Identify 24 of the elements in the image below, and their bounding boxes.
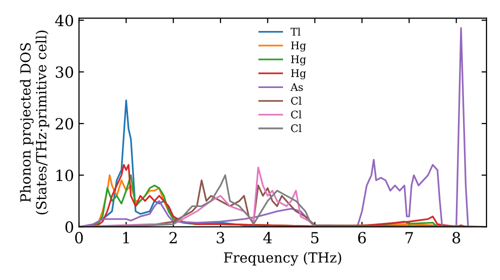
legend-label: Hg [291, 69, 306, 80]
legend-label: Hg [291, 42, 306, 52]
x-tick-label: 5 [311, 232, 319, 244]
x-tick-label: 3 [216, 232, 224, 244]
legend-label: Tl [290, 28, 300, 36]
y-tick-label: 30 [56, 66, 74, 78]
x-tick-label: 2 [170, 232, 177, 244]
y-tick-label: 10 [56, 170, 74, 182]
x-tick-label: 8 [452, 232, 460, 244]
x-tick-label: 0 [75, 232, 83, 244]
legend-label: Cl [291, 124, 302, 132]
x-tick-label: 1 [123, 232, 129, 244]
y-tick-label: 40 [55, 14, 74, 26]
legend-label: Cl [291, 96, 302, 105]
y-tick-label: 0 [65, 221, 74, 233]
x-tick-label: 7 [406, 232, 413, 244]
legend-label: Hg [291, 56, 306, 66]
legend-label: Cl [291, 110, 302, 118]
y-axis-title: Phonon projected DOS (States/THz·primitive cell) [20, 30, 50, 214]
x-tick-label: 6 [358, 232, 366, 244]
y-tick-label: 20 [56, 118, 74, 130]
x-tick-label: 4 [263, 232, 272, 244]
x-axis-title: Frequency (THz) [224, 252, 342, 266]
legend-label: As [290, 83, 303, 91]
